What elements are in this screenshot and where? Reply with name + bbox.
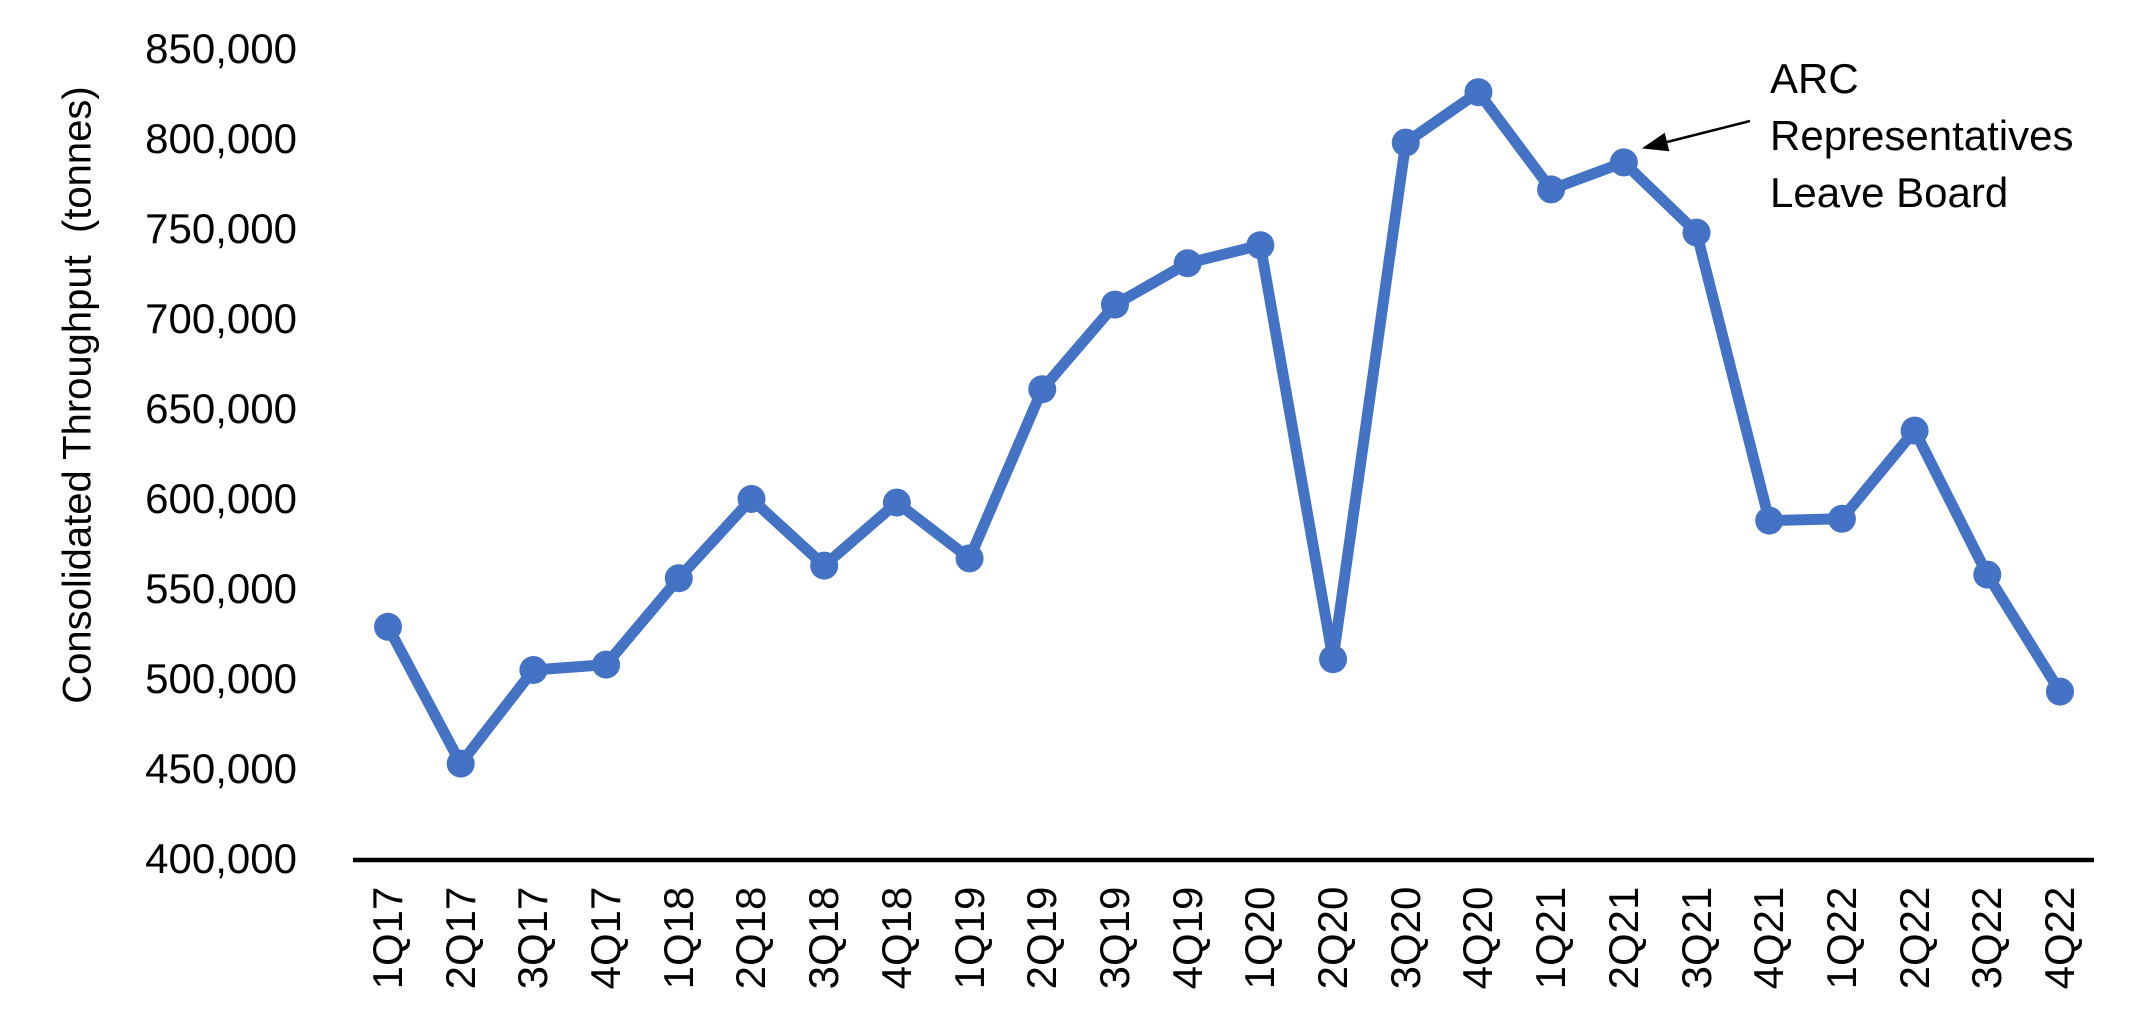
- annotation-arrow-head: [1641, 132, 1670, 152]
- data-point-marker: [1246, 231, 1275, 260]
- x-tick-label: 2Q22: [1890, 886, 1938, 990]
- y-tick-label: 750,000: [145, 205, 297, 252]
- data-point-marker: [1827, 504, 1856, 533]
- data-point-marker: [955, 544, 984, 573]
- x-tick-label: 2Q19: [1018, 886, 1066, 990]
- data-point-marker: [1100, 290, 1129, 319]
- x-tick-label: 1Q17: [364, 886, 411, 990]
- data-point-marker: [374, 612, 402, 641]
- y-tick-label: 650,000: [145, 385, 297, 432]
- annotation-line: Representatives: [1770, 112, 2074, 159]
- x-tick-label: 1Q21: [1527, 886, 1575, 990]
- x-tick-label: 3Q18: [800, 886, 848, 990]
- data-point-marker: [737, 485, 766, 513]
- data-point-marker: [2046, 677, 2074, 706]
- data-point-marker: [446, 749, 475, 778]
- x-tick-label: 1Q18: [654, 886, 702, 990]
- x-tick-label: 3Q22: [1963, 886, 2011, 990]
- y-tick-label: 500,000: [145, 655, 297, 702]
- x-tick-label: 2Q20: [1309, 886, 1357, 990]
- x-tick-label: 2Q21: [1599, 886, 1647, 990]
- data-point-marker: [1755, 506, 1784, 535]
- x-tick-label: 1Q20: [1236, 886, 1284, 990]
- y-tick-label: 450,000: [145, 745, 297, 792]
- x-tick-label: 3Q20: [1381, 886, 1429, 990]
- data-point-marker: [1900, 416, 1929, 445]
- x-tick-label: 4Q19: [1163, 886, 1211, 990]
- x-tick-label: 4Q18: [872, 886, 920, 990]
- data-point-marker: [519, 656, 548, 684]
- y-axis-title: Consolidated Throughput (tonnes): [55, 86, 100, 704]
- data-point-marker: [1173, 249, 1202, 278]
- y-tick-label: 550,000: [145, 565, 297, 612]
- data-point-marker: [1537, 175, 1566, 204]
- data-point-marker: [592, 650, 621, 679]
- annotation-text: ARC Representatives Leave Board: [1770, 50, 2074, 221]
- data-point-marker: [664, 564, 693, 593]
- data-point-marker: [1464, 78, 1493, 107]
- annotation-arrow-shaft: [1666, 119, 1751, 144]
- y-tick-label: 600,000: [145, 475, 297, 522]
- x-tick-label: 4Q22: [2036, 886, 2083, 990]
- data-point-marker: [1973, 560, 2002, 589]
- data-point-marker: [1028, 375, 1057, 404]
- x-tick-label: 3Q21: [1672, 886, 1720, 990]
- data-point-marker: [1391, 128, 1420, 157]
- x-tick-label: 4Q21: [1745, 886, 1793, 990]
- x-tick-label: 2Q17: [436, 886, 484, 990]
- data-point-marker: [1319, 645, 1348, 674]
- annotation-line: Leave Board: [1770, 169, 2009, 216]
- x-tick-label: 1Q19: [945, 886, 993, 990]
- x-tick-label: 3Q17: [509, 886, 557, 990]
- data-point-marker: [1609, 148, 1638, 177]
- x-tick-label: 3Q19: [1090, 886, 1138, 990]
- x-tick-label: 2Q18: [727, 886, 775, 990]
- data-point-marker: [810, 551, 839, 580]
- y-tick-label: 400,000: [145, 835, 297, 882]
- y-tick-label: 700,000: [145, 295, 297, 342]
- x-tick-label: 1Q22: [1817, 886, 1865, 990]
- y-tick-label: 800,000: [145, 115, 297, 162]
- x-tick-label: 4Q17: [582, 886, 630, 990]
- annotation-line: ARC: [1770, 55, 1859, 102]
- data-point-marker: [1682, 218, 1711, 247]
- x-tick-label: 4Q20: [1454, 886, 1502, 990]
- y-tick-label: 850,000: [145, 25, 297, 72]
- data-point-marker: [882, 488, 911, 517]
